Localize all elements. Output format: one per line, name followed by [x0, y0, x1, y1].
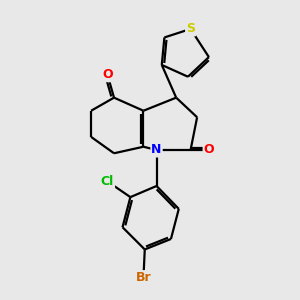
Text: S: S: [186, 22, 195, 35]
Text: Cl: Cl: [101, 175, 114, 188]
Text: O: O: [102, 68, 113, 81]
Text: N: N: [152, 143, 162, 157]
Text: Br: Br: [136, 271, 151, 284]
Text: O: O: [204, 143, 214, 157]
